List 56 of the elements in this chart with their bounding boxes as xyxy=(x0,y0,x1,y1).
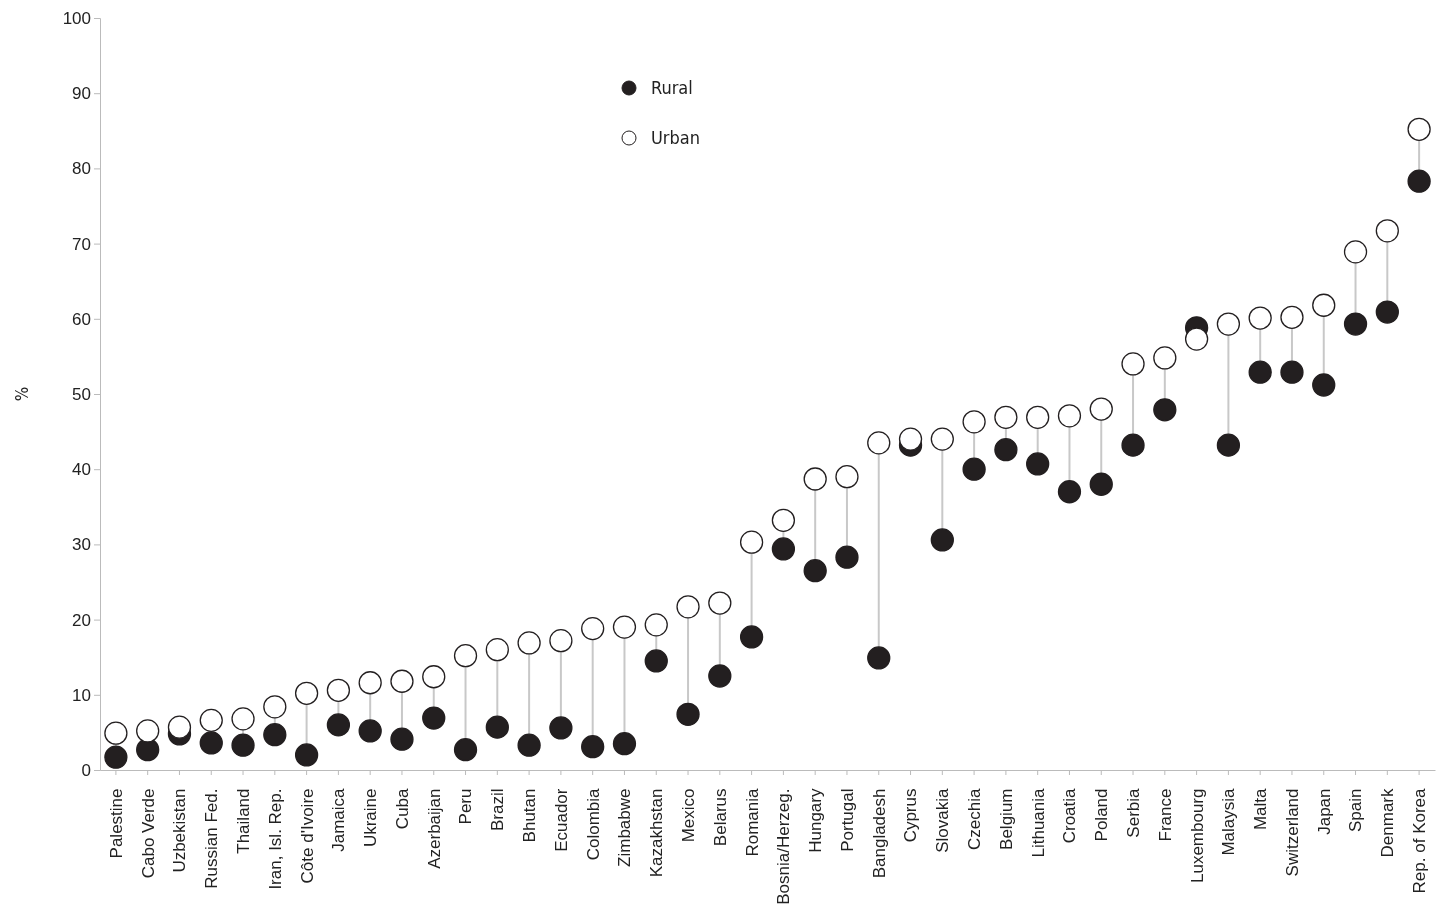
x-tick-label: Belgium xyxy=(996,788,1016,850)
y-axis-title: % xyxy=(12,386,32,402)
x-tick-label: Colombia xyxy=(583,787,603,861)
x-tick-label: Switzerland xyxy=(1282,788,1302,877)
x-tick-label: Belarus xyxy=(710,788,730,847)
x-tick-label: Bangladesh xyxy=(869,788,889,879)
x-tick-label: Ukraine xyxy=(361,788,381,848)
y-tick-label: 0 xyxy=(81,760,91,780)
x-tick-label: Croatia xyxy=(1060,787,1080,844)
x-tick-label: Brazil xyxy=(488,788,508,832)
x-tick-label: Peru xyxy=(456,788,476,825)
x-tick-label: Romania xyxy=(742,787,762,857)
y-tick-label: 40 xyxy=(72,460,91,480)
x-tick-label: Kazakhstan xyxy=(647,788,667,878)
y-tick-label: 20 xyxy=(72,610,91,630)
legend-label: Urban xyxy=(651,127,700,148)
x-tick-label: Malaysia xyxy=(1219,787,1239,856)
x-tick-label: Cuba xyxy=(392,787,412,830)
x-tick-label: Czechia xyxy=(965,787,985,850)
x-tick-label: Lithuania xyxy=(1028,787,1048,858)
x-tick-label: Azerbaijan xyxy=(424,788,444,869)
x-tick-label: Cabo Verde xyxy=(138,788,158,879)
x-tick-label: Bhutan xyxy=(520,788,540,843)
x-tick-label: Luxembourg xyxy=(1187,788,1207,884)
x-tick-label: Zimbabwe xyxy=(615,788,635,867)
x-tick-label: Poland xyxy=(1092,788,1112,842)
y-tick-label: 10 xyxy=(72,685,91,705)
x-tick-label: Spain xyxy=(1346,788,1366,832)
x-tick-label: France xyxy=(1155,788,1175,842)
x-tick-label: Palestine xyxy=(106,788,126,859)
y-tick-label: 70 xyxy=(72,234,91,254)
x-tick-label: Serbia xyxy=(1123,787,1143,838)
x-tick-label: Russian Fed. xyxy=(202,788,222,889)
x-tick-label: Rep. of Korea xyxy=(1410,787,1430,894)
x-tick-label: Iran, Isl. Rep. xyxy=(265,788,285,890)
x-tick-label: Denmark xyxy=(1378,788,1398,858)
x-tick-label: Côte d'Ivoire xyxy=(297,788,317,884)
x-tick-label: Hungary xyxy=(806,788,826,853)
x-tick-label: Japan xyxy=(1314,788,1334,835)
x-tick-label: Bosnia/Herzeg. xyxy=(774,788,794,905)
x-tick-label: Slovakia xyxy=(933,787,953,853)
x-tick-label: Jamaica xyxy=(329,787,349,852)
y-tick-label: 90 xyxy=(72,84,91,104)
y-tick-label: 30 xyxy=(72,535,91,555)
y-tick-label: 80 xyxy=(72,159,91,179)
y-tick-label: 60 xyxy=(72,309,91,329)
y-tick-label: 50 xyxy=(72,384,91,404)
x-tick-label: Ecuador xyxy=(551,788,571,852)
x-tick-label: Portugal xyxy=(837,788,857,852)
y-tick-label: 100 xyxy=(62,8,91,28)
x-tick-label: Uzbekistan xyxy=(170,788,190,873)
x-tick-label: Thailand xyxy=(233,788,253,854)
x-tick-label: Mexico xyxy=(678,788,698,843)
x-tick-label: Cyprus xyxy=(901,788,921,843)
legend-label: Rural xyxy=(651,77,693,98)
x-tick-label: Malta xyxy=(1251,787,1271,831)
